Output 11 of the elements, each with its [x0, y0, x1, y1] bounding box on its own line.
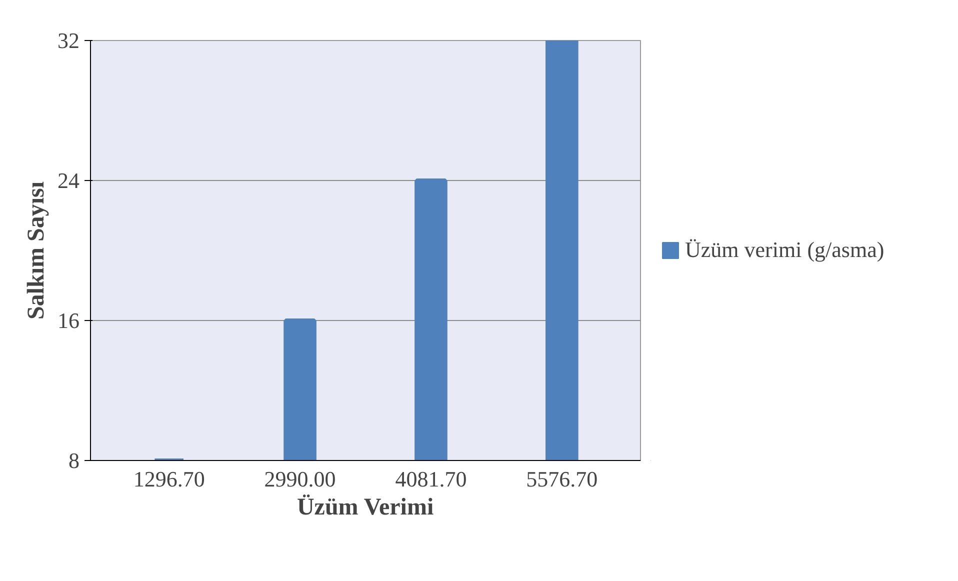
y-tick-label: 8 [68, 448, 80, 473]
x-axis-title: Üzüm Verimi [296, 494, 434, 520]
x-tick-label: 2990.00 [264, 466, 336, 492]
y-tick-label: 24 [58, 168, 80, 193]
legend-label: Üzüm verimi (g/asma) [685, 237, 884, 263]
x-tick-label: 4081.70 [395, 466, 467, 492]
y-tick-label: 32 [58, 28, 80, 53]
x-tick-label: 1296.70 [133, 466, 205, 492]
y-tick-label: 16 [58, 308, 80, 333]
x-tick-label: 5576.70 [526, 466, 598, 492]
y-axis-title: Salkım Sayısı [24, 181, 50, 320]
